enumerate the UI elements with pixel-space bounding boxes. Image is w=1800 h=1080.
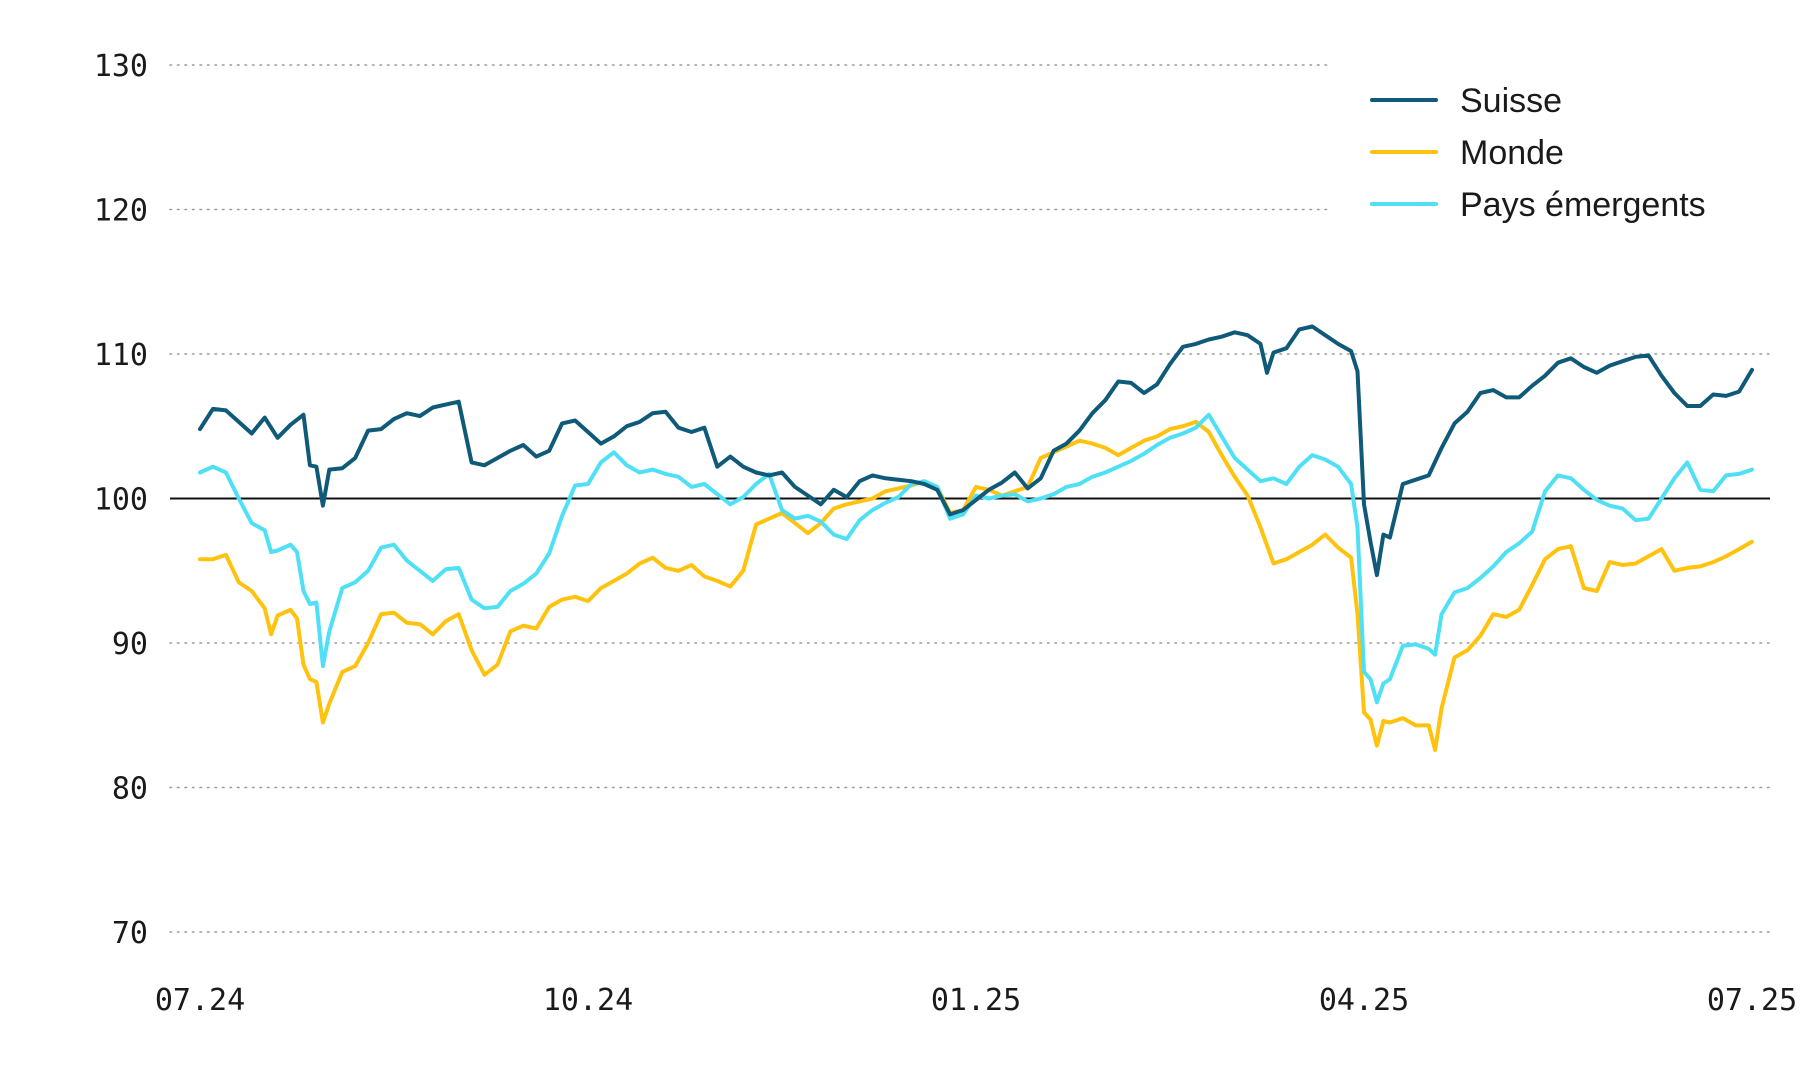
legend-label: Monde: [1460, 134, 1564, 172]
series-line-suisse: [198, 324, 1754, 578]
x-axis-tick-labels: 07.24 10.24 01.25 04.25 07.25: [155, 983, 1797, 1018]
x-tick-label: 10.24: [543, 983, 633, 1018]
series-lines: [198, 324, 1754, 752]
y-tick-label: 90: [112, 627, 148, 662]
legend-item-pays-emergents: Pays émergents: [1370, 186, 1706, 224]
y-tick-label: 70: [112, 916, 148, 951]
legend-item-suisse: Suisse: [1370, 82, 1562, 120]
y-tick-label: 130: [94, 49, 148, 84]
y-tick-label: 120: [94, 194, 148, 229]
y-tick-label: 100: [94, 483, 148, 518]
series-line-pays-emergents: [198, 412, 1754, 705]
x-tick-label: 07.25: [1707, 983, 1797, 1018]
legend-label: Suisse: [1460, 82, 1562, 120]
x-tick-label: 04.25: [1319, 983, 1409, 1018]
legend-label: Pays émergents: [1460, 186, 1706, 224]
x-tick-label: 01.25: [931, 983, 1021, 1018]
series-line-monde: [198, 419, 1754, 752]
legend-item-monde: Monde: [1370, 134, 1564, 172]
y-tick-label: 110: [94, 338, 148, 373]
y-tick-label: 80: [112, 772, 148, 807]
y-axis-tick-labels: 70 80 90 100 110 120 130: [94, 49, 148, 951]
x-tick-label: 07.24: [155, 983, 245, 1018]
legend: Suisse Monde Pays émergents: [1370, 82, 1706, 224]
